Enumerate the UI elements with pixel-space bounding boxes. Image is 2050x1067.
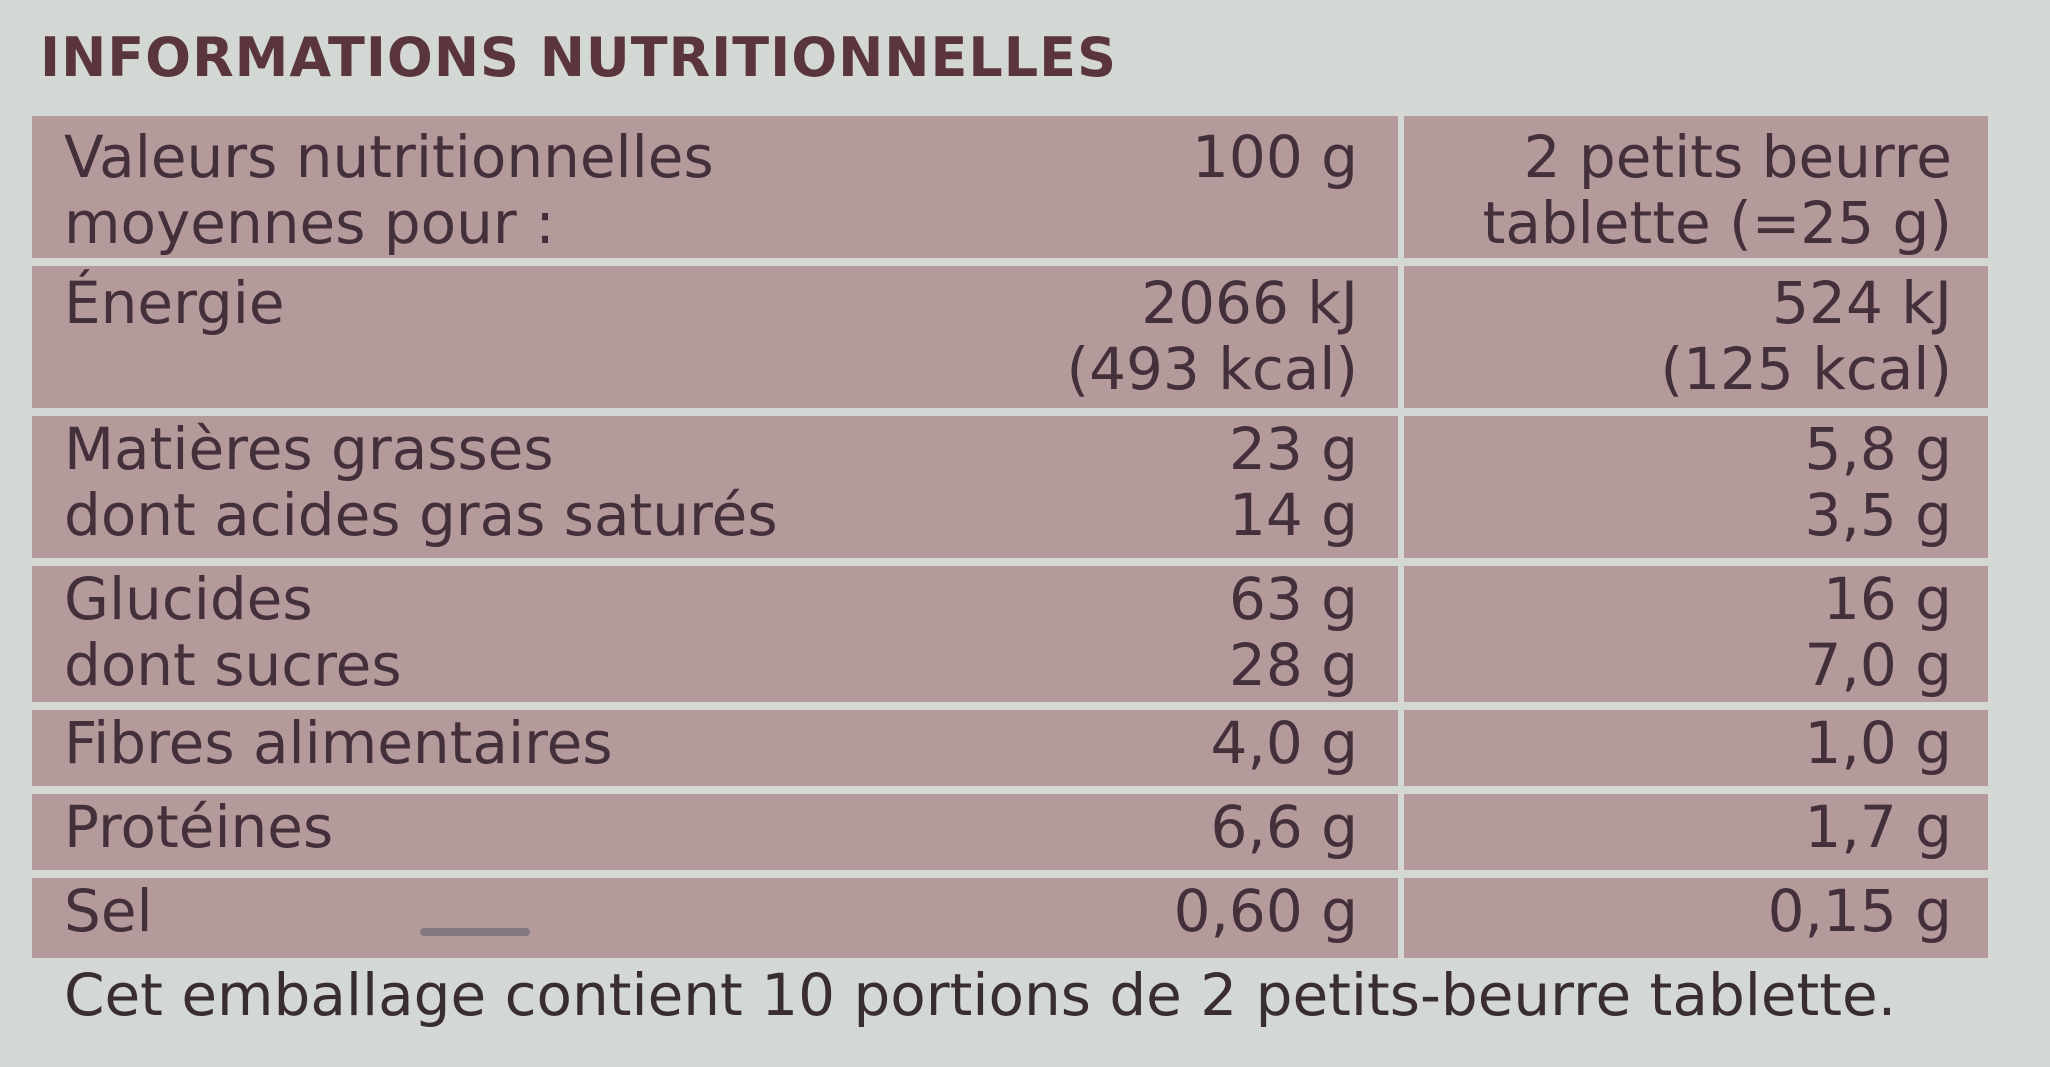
protein-label: Protéines xyxy=(64,793,334,861)
table-row-fiber: Fibres alimentaires 4,0 g 1,0 g xyxy=(32,710,1988,786)
carbs-portion-cell: 16 g 7,0 g xyxy=(1404,566,1988,702)
table-header-row: Valeurs nutritionnelles moyennes pour : … xyxy=(32,116,1988,258)
ink-smudge xyxy=(420,928,530,936)
carbs-portion: 16 g 7,0 g xyxy=(1804,565,1953,699)
fat-portion-cell: 5,8 g 3,5 g xyxy=(1404,416,1988,558)
fiber-label: Fibres alimentaires xyxy=(64,709,613,777)
fat-cell: Matières grasses dont acides gras saturé… xyxy=(32,416,1398,558)
protein-cell: Protéines 6,6 g xyxy=(32,794,1398,870)
energy-label: Énergie xyxy=(64,269,285,337)
fiber-100g: 4,0 g xyxy=(1210,709,1359,777)
table-row-carbs: Glucides dont sucres 63 g 28 g 16 g 7,0 … xyxy=(32,566,1988,702)
header-portion-cell: 2 petits beurre tablette (=25 g) xyxy=(1404,116,1988,258)
salt-100g: 0,60 g xyxy=(1173,877,1358,945)
table-row-energy: Énergie 2066 kJ (493 kcal) 524 kJ (125 k… xyxy=(32,266,1988,408)
energy-portion: 524 kJ (125 kcal) xyxy=(1660,269,1952,403)
energy-100g: 2066 kJ (493 kcal) xyxy=(1066,269,1358,403)
fat-label: Matières grasses dont acides gras saturé… xyxy=(64,415,778,549)
protein-100g: 6,6 g xyxy=(1210,793,1359,861)
header-portion: 2 petits beurre tablette (=25 g) xyxy=(1482,123,1952,257)
header-label: Valeurs nutritionnelles moyennes pour : xyxy=(64,123,714,257)
fat-portion: 5,8 g 3,5 g xyxy=(1804,415,1953,549)
table-row-protein: Protéines 6,6 g 1,7 g xyxy=(32,794,1988,870)
carbs-cell: Glucides dont sucres 63 g 28 g xyxy=(32,566,1398,702)
energy-cell: Énergie 2066 kJ (493 kcal) xyxy=(32,266,1398,408)
protein-portion: 1,7 g xyxy=(1804,793,1953,861)
salt-portion: 0,15 g xyxy=(1767,877,1952,945)
salt-cell: Sel 0,60 g xyxy=(32,878,1398,958)
footer-note: Cet emballage contient 10 portions de 2 … xyxy=(64,961,1897,1029)
salt-portion-cell: 0,15 g xyxy=(1404,878,1988,958)
carbs-100g: 63 g 28 g xyxy=(1228,565,1358,699)
fiber-cell: Fibres alimentaires 4,0 g xyxy=(32,710,1398,786)
table-row-salt: Sel 0,60 g 0,15 g xyxy=(32,878,1988,958)
fat-100g: 23 g 14 g xyxy=(1228,415,1358,549)
carbs-label: Glucides dont sucres xyxy=(64,565,402,699)
salt-label: Sel xyxy=(64,877,153,945)
table-row-fat: Matières grasses dont acides gras saturé… xyxy=(32,416,1988,558)
energy-portion-cell: 524 kJ (125 kcal) xyxy=(1404,266,1988,408)
header-100g: 100 g xyxy=(1192,123,1358,191)
fiber-portion: 1,0 g xyxy=(1804,709,1953,777)
nutrition-title: INFORMATIONS NUTRITIONNELLES xyxy=(40,26,1117,89)
header-label-cell: Valeurs nutritionnelles moyennes pour : … xyxy=(32,116,1398,258)
fiber-portion-cell: 1,0 g xyxy=(1404,710,1988,786)
protein-portion-cell: 1,7 g xyxy=(1404,794,1988,870)
